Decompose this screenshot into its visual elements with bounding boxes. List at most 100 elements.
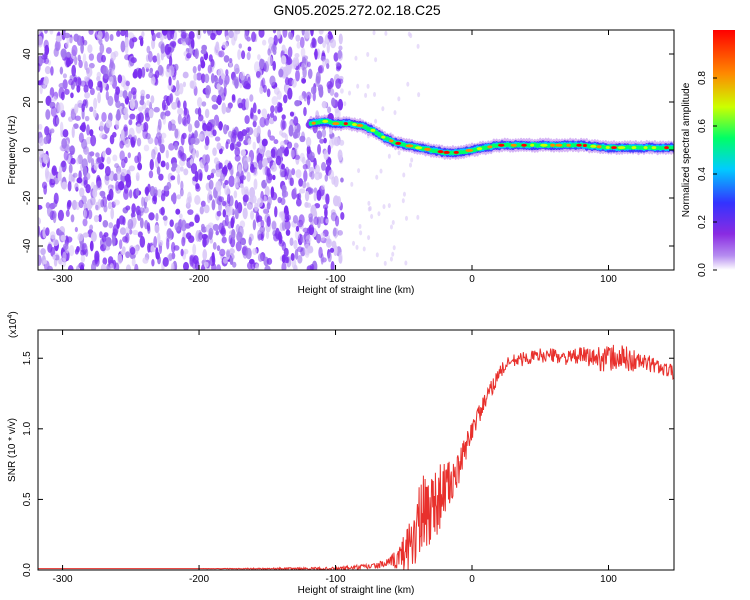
noise-speck [128,189,133,199]
noise-speck [402,172,406,178]
noise-speck [120,168,128,177]
ridge-peak [590,144,597,148]
noise-speck [234,154,241,162]
noise-speck [82,218,88,227]
noise-speck [266,172,273,184]
noise-speck [245,127,250,133]
noise-speck [281,184,287,193]
noise-speck [226,249,230,258]
noise-speck [71,44,78,57]
noise-speck [291,168,296,176]
noise-speck [304,190,310,202]
noise-speck [115,118,120,130]
noise-speck [379,168,383,174]
noise-speck [167,82,174,91]
noise-speck [90,134,97,147]
noise-speck [114,262,120,270]
noise-speck [264,61,270,73]
noise-speck [313,192,317,202]
noise-speck [52,238,59,247]
noise-speck [188,31,195,40]
noise-speck [162,215,168,221]
noise-speck [281,114,286,120]
noise-speck [240,149,247,157]
noise-speck [280,163,286,170]
noise-speck [151,195,157,205]
snr-x-ticks: -300 -200 -100 0 100 [53,330,617,585]
ridge-peak [465,148,474,152]
ridge-peak [424,147,431,151]
noise-speck [82,53,87,65]
noise-speck [268,117,275,125]
spectrogram-x-label: Height of straight line (km) [298,285,415,296]
noise-speck [63,150,69,161]
noise-speck [128,119,133,126]
noise-speck [71,126,75,139]
noise-speck [187,47,194,56]
noise-speck [255,263,259,270]
noise-speck [338,254,343,264]
noise-speck [270,191,278,201]
noise-speck [271,96,278,106]
noise-speck [169,92,174,103]
noise-speck [132,90,137,100]
noise-speck [287,87,293,100]
noise-speck [234,146,241,157]
noise-speck [340,177,344,183]
noise-speck [317,35,324,45]
noise-speck [181,236,186,247]
noise-speck [237,49,242,60]
noise-speck [113,50,119,58]
noise-speck [218,50,225,58]
noise-speck [42,153,49,165]
noise-speck [367,235,371,241]
noise-speck [298,95,304,101]
noise-speck [212,223,220,231]
noise-speck [275,155,282,166]
noise-speck [260,219,265,228]
ridge-peak [487,145,493,149]
noise-speck [212,147,217,157]
noise-speck [160,51,165,61]
noise-speck [406,81,410,87]
ridge-peak [405,144,414,148]
noise-speck [76,35,83,46]
noise-speck [180,166,184,172]
noise-speck [130,57,137,64]
noise-speck [245,98,250,110]
ridge-peak [370,128,376,132]
noise-speck [202,249,208,261]
noise-speck [149,185,156,197]
noise-speck [359,230,363,236]
noise-speck [208,227,214,237]
noise-speck [159,143,165,154]
noise-speck [300,235,306,243]
noise-speck [246,156,252,163]
noise-speck [95,152,100,158]
noise-speck [158,173,164,181]
noise-speck [123,126,128,132]
noise-speck [83,76,89,82]
noise-speck [329,38,337,49]
noise-speck [268,36,275,46]
noise-speck [143,121,149,132]
noise-speck [321,100,328,109]
ridge-peak [617,146,626,150]
noise-speck [237,164,242,174]
noise-speck [187,209,194,215]
noise-speck [55,35,63,42]
noise-speck [182,71,189,79]
noise-speck [293,116,299,126]
noise-speck [215,230,219,236]
noise-speck [259,116,266,128]
noise-speck [143,144,150,152]
noise-speck [181,31,187,39]
noise-speck [153,106,160,113]
noise-speck [310,42,315,49]
noise-speck [391,251,395,257]
noise-speck [186,197,190,207]
spectrogram-x-tick-label: 100 [600,274,617,285]
noise-speck [281,44,286,52]
noise-speck [168,143,175,151]
noise-speck [335,65,341,72]
